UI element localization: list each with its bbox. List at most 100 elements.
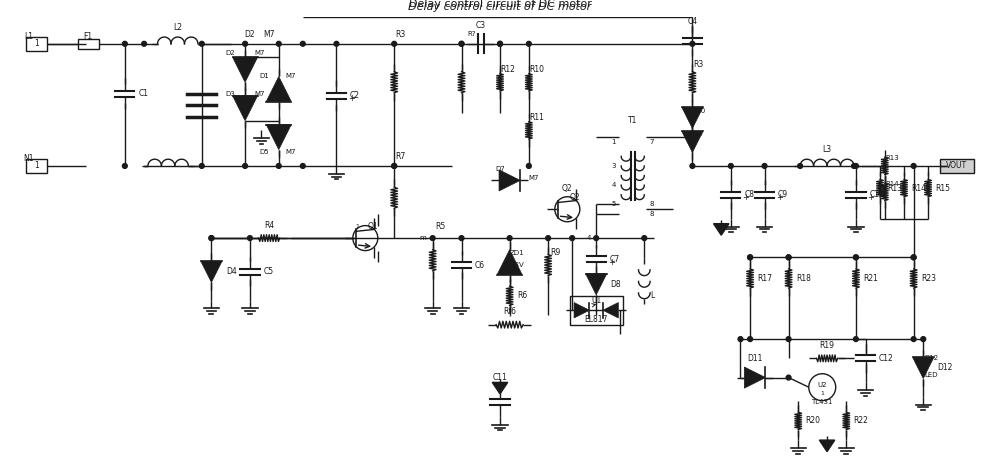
Polygon shape <box>586 274 607 295</box>
Text: 4: 4 <box>611 182 616 188</box>
Polygon shape <box>714 224 729 235</box>
Text: Q2: Q2 <box>570 193 580 202</box>
Circle shape <box>594 236 599 241</box>
Text: 5: 5 <box>611 201 616 207</box>
Circle shape <box>142 41 146 46</box>
Text: C2: C2 <box>350 91 360 100</box>
Text: C4: C4 <box>687 17 697 26</box>
Text: 1: 1 <box>34 39 39 48</box>
Polygon shape <box>603 302 618 318</box>
Text: R12: R12 <box>500 65 515 74</box>
Polygon shape <box>744 367 765 388</box>
Circle shape <box>748 255 753 260</box>
Circle shape <box>526 41 531 46</box>
Text: R3: R3 <box>395 30 405 39</box>
Text: 7: 7 <box>650 139 654 145</box>
Text: D10: D10 <box>691 108 705 114</box>
Bar <box>78 39 99 48</box>
Text: R3: R3 <box>693 60 703 70</box>
Text: +: + <box>742 193 749 202</box>
Text: R17: R17 <box>757 274 772 283</box>
Circle shape <box>276 41 281 46</box>
Text: 18V: 18V <box>510 262 524 268</box>
Circle shape <box>498 41 502 46</box>
Text: ZD1: ZD1 <box>510 249 525 255</box>
Text: R6: R6 <box>517 291 527 300</box>
Text: R19: R19 <box>820 341 835 350</box>
Polygon shape <box>499 170 520 191</box>
Circle shape <box>459 41 464 46</box>
Bar <box>26 159 47 173</box>
Circle shape <box>854 337 858 342</box>
Text: T1: T1 <box>628 116 637 125</box>
Text: M7: M7 <box>254 91 265 97</box>
Text: C7: C7 <box>610 255 620 264</box>
Text: R9: R9 <box>551 248 561 257</box>
Text: Q2: Q2 <box>562 184 573 193</box>
Text: C12: C12 <box>879 354 894 363</box>
Text: L3: L3 <box>822 145 832 154</box>
Circle shape <box>247 236 252 241</box>
Circle shape <box>642 236 647 241</box>
Circle shape <box>786 375 791 380</box>
Polygon shape <box>233 96 258 121</box>
Circle shape <box>243 41 247 46</box>
Text: D11: D11 <box>747 354 763 363</box>
Circle shape <box>852 164 856 168</box>
Text: +: + <box>608 258 615 266</box>
Text: R15: R15 <box>935 183 950 193</box>
Polygon shape <box>497 250 522 275</box>
Text: 1: 1 <box>34 161 39 171</box>
Circle shape <box>459 236 464 241</box>
Text: R22: R22 <box>854 416 868 426</box>
Text: C1: C1 <box>138 89 148 98</box>
Text: 8: 8 <box>650 211 654 217</box>
Text: R21: R21 <box>863 274 878 283</box>
Polygon shape <box>492 382 508 394</box>
Polygon shape <box>574 302 589 318</box>
Text: Q1: Q1 <box>368 222 378 231</box>
Polygon shape <box>233 57 258 82</box>
Polygon shape <box>819 440 835 452</box>
Polygon shape <box>682 107 703 129</box>
Text: M7: M7 <box>254 50 265 56</box>
Text: D2: D2 <box>245 30 255 39</box>
Circle shape <box>570 236 575 241</box>
Text: R20: R20 <box>805 416 820 426</box>
Circle shape <box>526 164 531 168</box>
Text: R14: R14 <box>886 181 899 187</box>
Circle shape <box>334 41 339 46</box>
Text: U1: U1 <box>591 296 601 305</box>
Circle shape <box>728 164 733 168</box>
Circle shape <box>507 236 512 241</box>
Text: D12: D12 <box>938 363 953 372</box>
Circle shape <box>546 236 551 241</box>
Circle shape <box>786 337 791 342</box>
Circle shape <box>209 236 214 241</box>
Text: L2: L2 <box>173 23 182 32</box>
Circle shape <box>392 41 397 46</box>
Circle shape <box>243 164 247 168</box>
Circle shape <box>748 255 753 260</box>
Circle shape <box>430 236 435 241</box>
Text: D2: D2 <box>226 50 235 56</box>
Text: R?: R? <box>467 31 475 37</box>
Circle shape <box>122 164 127 168</box>
Text: D5: D5 <box>260 148 269 154</box>
Text: VOUT: VOUT <box>946 161 967 171</box>
Text: U2: U2 <box>817 382 827 388</box>
Text: R7: R7 <box>395 152 405 161</box>
Circle shape <box>786 255 791 260</box>
Text: R18: R18 <box>796 274 811 283</box>
Circle shape <box>762 164 767 168</box>
Text: D1: D1 <box>259 73 269 79</box>
Polygon shape <box>266 124 291 150</box>
Text: C9: C9 <box>778 190 788 199</box>
Polygon shape <box>913 357 934 378</box>
Text: 3: 3 <box>611 163 616 169</box>
Circle shape <box>738 337 743 342</box>
Circle shape <box>911 255 916 260</box>
Text: Rf6: Rf6 <box>503 307 516 317</box>
Text: L1: L1 <box>24 32 33 41</box>
Text: 4: 4 <box>586 235 591 241</box>
